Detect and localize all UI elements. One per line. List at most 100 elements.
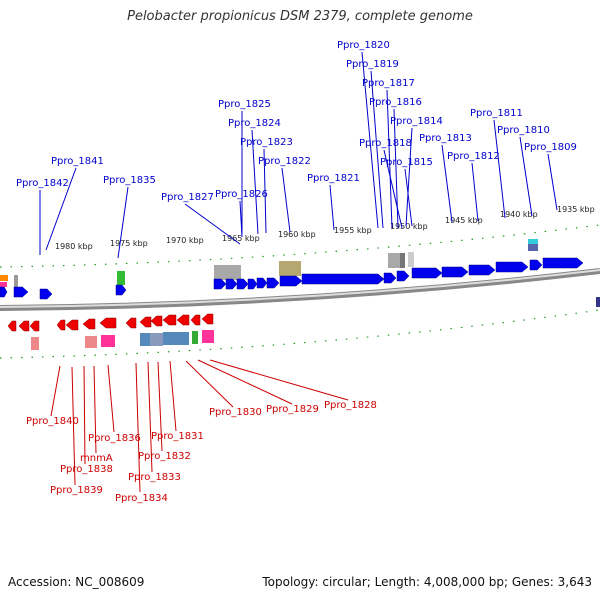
reverse-label-leader [209,359,349,401]
reverse-gene-arrow [139,316,152,328]
forward-gene-label: Ppro_1824 [228,118,281,129]
feature-box [528,244,538,251]
forward-gene-arrow [301,273,385,285]
forward-label-leader [405,127,413,227]
reverse-gene-label: Ppro_1836 [88,433,141,444]
forward-gene-label: Ppro_1818 [359,138,412,149]
forward-gene-label: Ppro_1826 [215,189,268,200]
kbp-tick-label: 1965 kbp [222,234,260,243]
reverse-scale-ticks [0,309,600,359]
genome-backbone [0,268,600,311]
reverse-gene-arrow [176,314,190,326]
reverse-gene-arrow [99,317,117,329]
reverse-label-leader [197,359,293,405]
reverse-gene-label: Ppro_1829 [266,404,319,415]
forward-gene-arrow [396,270,410,282]
forward-gene-label: Ppro_1812 [447,151,500,162]
forward-genes [0,257,600,307]
reverse-gene-arrow [190,314,201,326]
forward-label-leader [281,167,291,233]
forward-label-leader [45,167,77,251]
forward-gene-label: Ppro_1814 [390,116,443,127]
reverse-gene-arrow [162,314,177,326]
genome-title: Pelobacter propionicus DSM 2379, complet… [127,9,473,24]
kbp-tick-label: 1980 kbp [55,242,93,251]
reverse-gene-label: Ppro_1830 [209,407,262,418]
forward-gene-arrow [495,261,529,273]
forward-gene-label: Ppro_1827 [161,192,214,203]
feature-box [14,275,18,288]
reverse-gene-label: mnmA [80,453,113,464]
feature-box [596,297,600,307]
forward-gene-label: Ppro_1820 [337,40,390,51]
reverse-gene-label: Ppro_1831 [151,431,204,442]
forward-label-leader [117,186,129,259]
kbp-tick-label: 1935 kbp [557,205,595,214]
forward-gene-label: Ppro_1825 [218,99,271,110]
forward-label-leader [251,129,259,235]
forward-gene-label: Ppro_1809 [524,142,577,153]
reverse-label-leader [185,360,234,408]
forward-gene-arrow [266,277,280,289]
feature-box [150,333,163,346]
forward-gene-arrow [383,272,397,284]
feature-box [117,271,125,285]
reverse-gene-label: Ppro_1839 [50,485,103,496]
reverse-label-leader [147,361,153,473]
forward-label-leader [383,149,403,229]
forward-gene-label: Ppro_1821 [307,173,360,184]
forward-label-leader [239,200,243,238]
forward-label-leader [263,148,267,234]
feature-box [528,239,538,244]
forward-label-leader [441,144,453,223]
reverse-gene-arrow [150,315,163,327]
feature-box [163,332,189,345]
reverse-gene-label: Ppro_1828 [324,400,377,411]
reverse-label-leader [83,365,86,465]
forward-gene-arrow [468,264,496,276]
feature-box [101,335,115,347]
reverse-gene-arrow [29,320,40,332]
forward-gene-arrow [236,278,249,290]
forward-gene-label: Ppro_1842 [16,178,69,189]
forward-scale-ticks [0,224,600,268]
topology-text: Topology: circular; Length: 4,008,000 bp… [262,575,592,589]
forward-gene-label: Ppro_1819 [346,59,399,70]
reverse-gene-labels: Ppro_1840 Ppro_1838 Ppro_1839 mnmA Ppro_1836… [26,359,377,504]
kbp-tick-label: 1950 kbp [390,222,428,231]
reverse-label-leader [169,360,177,432]
feature-box [408,252,414,267]
kbp-tick-label: 1970 kbp [166,236,204,245]
reverse-gene-label: Ppro_1833 [128,472,181,483]
forward-label-leader [386,89,393,229]
forward-gene-label: Ppro_1823 [240,137,293,148]
forward-gene-arrow [529,259,543,271]
reverse-gene-arrow [56,319,66,331]
forward-gene-label: Ppro_1815 [380,157,433,168]
forward-gene-arrow [213,278,227,290]
forward-gene-label: Ppro_1813 [419,133,472,144]
kbp-tick-label: 1960 kbp [278,230,316,239]
feature-box [388,253,400,268]
forward-label-leader [404,168,413,227]
forward-gene-arrow [279,275,303,287]
feature-box [279,261,301,276]
forward-feature-boxes [0,239,538,288]
reverse-feature-boxes [31,330,214,350]
kbp-tick-label: 1955 kbp [334,226,372,235]
feature-box [400,253,405,268]
forward-gene-label: Ppro_1817 [362,78,415,89]
forward-gene-label: Ppro_1816 [369,97,422,108]
kbp-tick-label: 1975 kbp [110,239,148,248]
forward-label-leader [184,203,241,245]
reverse-label-leader [50,365,61,417]
forward-label-leader [519,136,533,217]
forward-gene-arrow [247,278,258,290]
forward-label-leader [471,162,479,222]
feature-box [31,337,39,350]
feature-box [202,330,214,343]
forward-gene-arrow [256,277,268,289]
reverse-label-leader [93,365,97,454]
feature-box [214,265,241,280]
